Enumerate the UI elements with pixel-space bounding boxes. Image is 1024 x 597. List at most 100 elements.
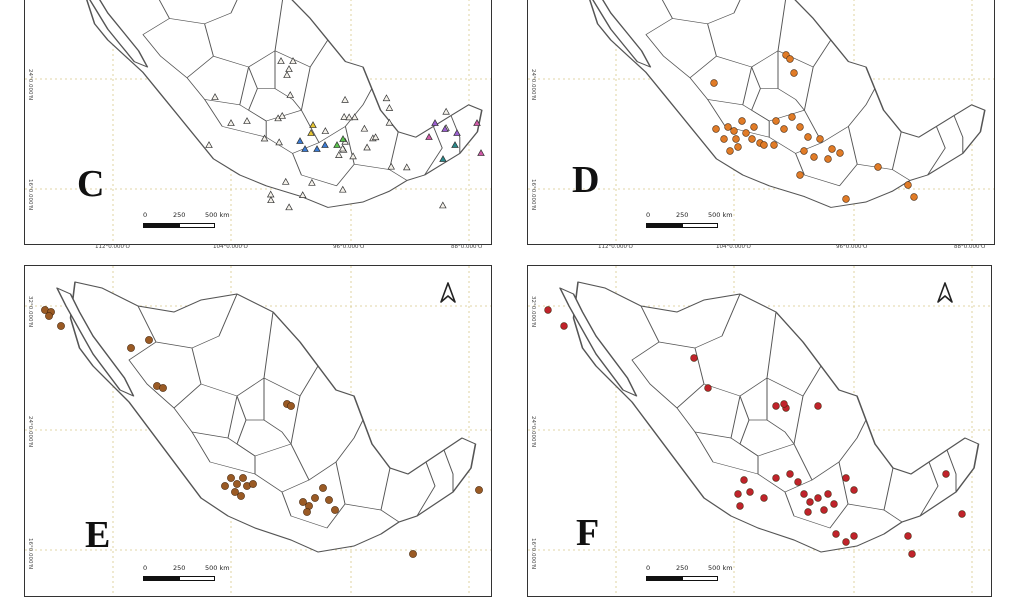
occurrence-point <box>303 508 311 516</box>
scale-segment-dark <box>646 576 682 581</box>
state-boundary <box>821 88 876 143</box>
state-boundary <box>919 461 939 517</box>
panel-letter: C <box>77 163 105 205</box>
lat-label: 32°0.000'N <box>530 296 536 328</box>
occurrence-triangle <box>425 133 433 140</box>
occurrence-triangle <box>453 129 461 136</box>
lon-label: 104°0.000'O <box>213 244 248 250</box>
occurrence-point <box>287 402 295 410</box>
occurrence-point <box>299 498 307 506</box>
map-svg-c <box>25 0 491 244</box>
scale-bar: 0 250 500 km <box>646 211 756 237</box>
occurrence-point <box>824 490 832 498</box>
mexico-basemap <box>56 281 477 553</box>
occurrence-point <box>814 494 822 502</box>
panel-letter: E <box>85 514 111 556</box>
country-outline <box>572 281 980 553</box>
state-boundary <box>128 341 175 409</box>
state-boundary <box>661 0 741 25</box>
occurrence-point <box>780 125 788 133</box>
occurrence-triangle <box>339 135 347 142</box>
occurrence-point <box>710 79 718 87</box>
state-boundary <box>689 56 753 106</box>
occurrence-triangle <box>441 125 449 132</box>
occurrence-point <box>734 490 742 498</box>
panel-letter: F <box>576 512 600 554</box>
occurrence-point <box>233 480 241 488</box>
baja-peninsula-outline <box>89 0 149 68</box>
occurrence-point <box>726 147 734 155</box>
occurrence-point <box>159 384 167 392</box>
state-boundary <box>892 169 911 181</box>
state-boundary <box>292 126 355 187</box>
state-boundary <box>308 419 364 481</box>
occurrence-triangle <box>267 196 275 204</box>
occurrence-point <box>760 494 768 502</box>
scale-label-mid: 250 <box>676 211 689 219</box>
map-panel-e: E 0 250 500 km 32°0.000'N 24°0.000'N 16°… <box>24 265 492 597</box>
occurrence-triangle <box>298 191 307 199</box>
state-boundary <box>443 449 454 492</box>
occurrence-triangle <box>205 141 213 148</box>
state-boundary <box>204 99 267 138</box>
scale-label-zero: 0 <box>646 211 651 219</box>
occurrence-point <box>560 322 568 330</box>
state-boundary <box>739 378 768 421</box>
occurrence-triangle <box>439 201 447 209</box>
occurrence-point <box>842 474 850 482</box>
north-arrow-icon <box>936 282 954 304</box>
occurrence-point <box>804 133 812 141</box>
scale-bar: 0 250 500 km <box>646 564 756 590</box>
occurrence-point <box>760 141 768 149</box>
occurrence-point <box>810 153 818 161</box>
occurrence-triangle <box>296 137 304 144</box>
scale-label-mid: 250 <box>676 564 689 572</box>
state-boundary <box>766 419 795 445</box>
state-boundary <box>811 419 867 481</box>
occurrence-point <box>788 113 796 121</box>
occurrence-point <box>828 145 836 153</box>
occurrence-triangle <box>285 65 293 72</box>
occurrence-triangle <box>285 203 293 211</box>
occurrence-point <box>770 141 778 149</box>
occurrence-point <box>736 502 744 510</box>
state-boundary <box>631 341 678 409</box>
state-boundary <box>254 443 310 493</box>
scale-bar: 0 250 500 km <box>143 211 253 237</box>
occurrence-triangle <box>308 178 316 186</box>
lat-label: 16°0.000'N <box>530 179 536 211</box>
occurrence-triangle <box>321 141 329 148</box>
lon-label: 112°0.000'O <box>598 244 633 250</box>
occurrence-point <box>57 322 65 330</box>
occurrence-point <box>842 538 850 546</box>
occurrence-point <box>786 470 794 478</box>
occurrence-triangle <box>277 57 285 64</box>
occurrence-point <box>325 496 333 504</box>
occurrence-triangle <box>289 57 297 64</box>
lon-label: 112°0.000'O <box>95 244 130 250</box>
occurrence-point <box>904 181 912 189</box>
occurrence-triangle <box>345 113 353 121</box>
north-arrow-icon <box>439 282 457 304</box>
state-boundary <box>883 509 903 523</box>
occurrence-triangle <box>309 121 317 128</box>
occurrence-point <box>45 312 53 320</box>
occurrence-point <box>239 474 247 482</box>
occurrence-triangle <box>371 133 380 141</box>
occurrence-point <box>145 336 153 344</box>
occurrence-triangle <box>341 95 349 103</box>
occurrence-triangle <box>243 117 251 124</box>
scale-label-zero: 0 <box>143 564 148 572</box>
state-boundary <box>424 126 443 176</box>
lat-label: 16°0.000'N <box>530 538 536 570</box>
occurrence-point <box>221 482 229 490</box>
occurrence-point <box>772 117 780 125</box>
state-boundary <box>784 461 849 529</box>
occurrence-triangle <box>477 149 485 156</box>
occurrence-point <box>836 149 844 157</box>
occurrence-point <box>806 498 814 506</box>
occurrence-point <box>704 384 712 392</box>
occurrence-point <box>874 163 882 171</box>
state-boundary <box>263 419 292 445</box>
scale-segment-light <box>682 223 718 228</box>
